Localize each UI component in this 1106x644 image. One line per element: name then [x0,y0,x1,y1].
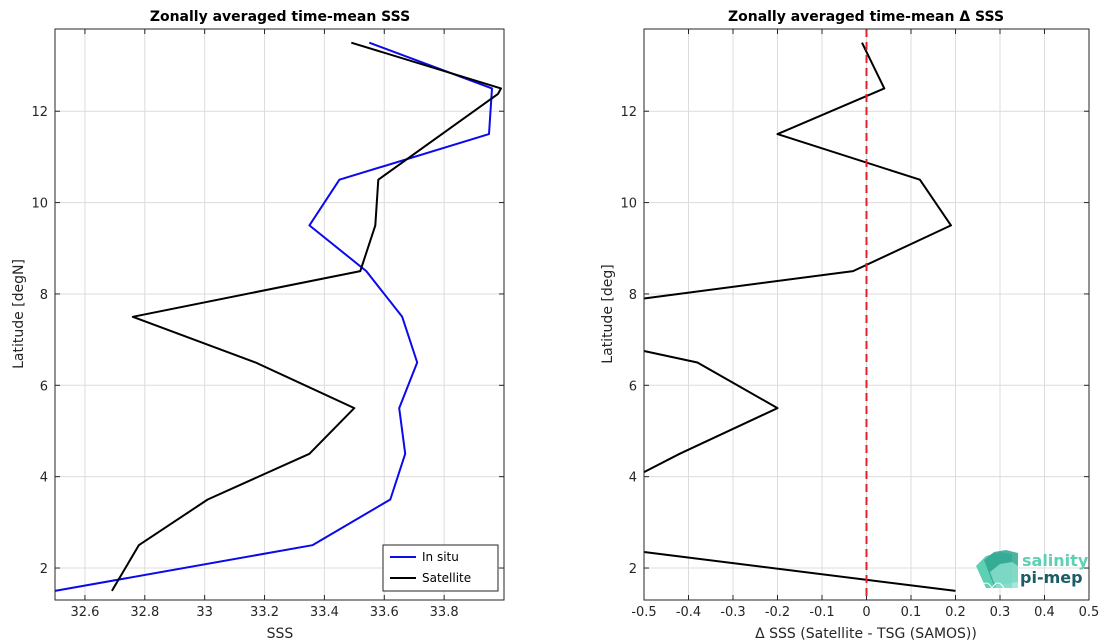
sss-x-axis-label: SSS [267,626,294,642]
sss-y-tick-label: 2 [40,562,48,577]
sss-panel: Zonally averaged time-mean SSS SSS Latit… [11,9,505,642]
delta-sss-x-tick-label: 0.1 [901,605,922,620]
delta-sss-y-tick-label: 2 [629,562,637,577]
legend-satellite-label: Satellite [422,571,471,585]
delta-sss-y-tick-label: 8 [629,288,637,303]
logo-text-line1: salinity [1022,551,1089,570]
delta-sss-x-tick-label: 0 [862,605,870,620]
salinity-pi-mep-logo: salinity pi-mep [976,550,1089,589]
delta-sss-x-tick-label: 0.2 [945,605,966,620]
delta-sss-x-tick-label: -0.1 [809,605,834,620]
logo-text-line2: pi-mep [1020,568,1083,587]
delta-sss-y-tick-label: 12 [620,105,637,120]
delta-sss-y-tick-label: 6 [629,379,637,394]
sss-x-tick-label: 33 [196,605,213,620]
sss-y-tick-label: 4 [40,471,48,486]
sss-x-tick-label: 33.2 [250,605,279,620]
delta-sss-x-tick-label: 0.4 [1034,605,1055,620]
delta-sss-series-0-line-segment-0 [643,551,956,592]
delta-sss-y-tick-label: 10 [620,197,637,212]
sss-in-situ-line [54,41,493,592]
delta-sss-x-tick-label: -0.3 [720,605,745,620]
sss-x-tick-label: 33.4 [310,605,339,620]
delta-sss-x-tick-label: 0.5 [1079,605,1100,620]
delta-sss-series-0-line-segment-2 [643,42,952,300]
legend-in-situ-label: In situ [422,550,459,564]
delta-sss-x-tick-label: -0.5 [631,605,656,620]
delta-sss-x-tick-label: -0.4 [676,605,701,620]
sss-chart-title: Zonally averaged time-mean SSS [150,9,410,25]
sss-y-tick-label: 8 [40,288,48,303]
sss-plot-frame [54,28,505,601]
legend: In situ Satellite [382,544,499,592]
sss-y-axis-label: Latitude [degN] [11,259,27,369]
delta-sss-chart-title: Zonally averaged time-mean Δ SSS [728,9,1004,25]
delta-sss-panel: Zonally averaged time-mean Δ SSS Δ SSS (… [600,9,1099,642]
delta-sss-x-tick-label: -0.2 [765,605,790,620]
sss-y-tick-label: 12 [31,105,48,120]
sss-x-tick-label: 32.8 [130,605,159,620]
sss-y-tick-label: 6 [40,379,48,394]
delta-sss-series-0-line-segment-1 [643,350,779,473]
sss-x-tick-label: 33.6 [370,605,399,620]
delta-sss-x-tick-label: 0.3 [990,605,1011,620]
logo-wave-icon [976,550,1018,589]
sss-y-tick-label: 10 [31,197,48,212]
sss-x-tick-label: 33.8 [430,605,459,620]
delta-sss-plot-frame [643,28,1090,601]
delta-sss-x-axis-label: Δ SSS (Satellite - TSG (SAMOS)) [755,626,977,642]
delta-sss-y-axis-label: Latitude [deg] [600,264,616,363]
sss-x-tick-label: 32.6 [70,605,99,620]
delta-sss-y-tick-label: 4 [629,471,637,486]
sss-satellite-line [111,41,502,592]
